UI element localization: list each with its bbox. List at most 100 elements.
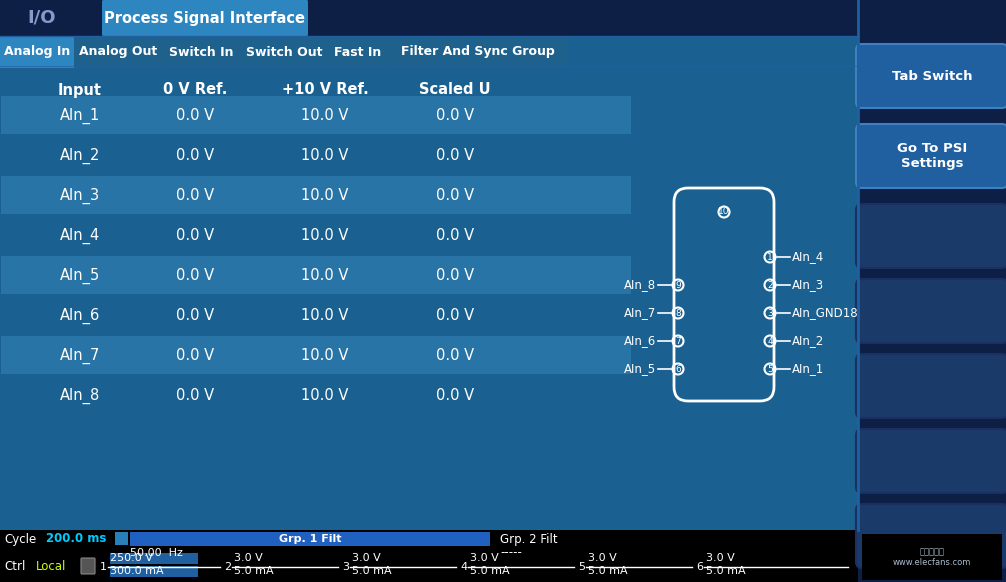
- Text: 0.0 V: 0.0 V: [436, 189, 474, 204]
- Text: 200.0 ms: 200.0 ms: [46, 533, 107, 545]
- Text: AIn_6: AIn_6: [624, 335, 656, 347]
- Text: AIn_2: AIn_2: [59, 148, 101, 164]
- Text: 0.0 V: 0.0 V: [436, 148, 474, 164]
- Text: Switch Out: Switch Out: [245, 45, 322, 59]
- Text: 0.0 V: 0.0 V: [436, 108, 474, 123]
- FancyBboxPatch shape: [102, 0, 308, 37]
- Text: Local: Local: [36, 560, 66, 573]
- Text: 10.0 V: 10.0 V: [302, 148, 349, 164]
- Text: 3: 3: [342, 562, 349, 572]
- Text: 10.0 V: 10.0 V: [302, 108, 349, 123]
- Text: 0.0 V: 0.0 V: [436, 349, 474, 364]
- Text: Analog Out: Analog Out: [79, 45, 158, 59]
- FancyBboxPatch shape: [110, 566, 198, 577]
- Text: 0.0 V: 0.0 V: [176, 229, 214, 243]
- FancyBboxPatch shape: [240, 36, 328, 68]
- Text: Switch In: Switch In: [169, 45, 233, 59]
- Text: 0.0 V: 0.0 V: [436, 389, 474, 403]
- Text: AIn_7: AIn_7: [624, 307, 656, 320]
- Text: AIn_3: AIn_3: [792, 279, 824, 292]
- Text: 10.0 V: 10.0 V: [302, 389, 349, 403]
- Text: AIn_8: AIn_8: [60, 388, 101, 404]
- FancyBboxPatch shape: [856, 279, 1006, 343]
- FancyBboxPatch shape: [856, 504, 1006, 568]
- Text: 0.0 V: 0.0 V: [436, 229, 474, 243]
- Text: Filter And Sync Group: Filter And Sync Group: [400, 45, 554, 59]
- Text: 5: 5: [768, 364, 773, 374]
- FancyBboxPatch shape: [1, 136, 631, 174]
- Text: 6: 6: [696, 562, 703, 572]
- Text: AIn_GND18: AIn_GND18: [792, 307, 859, 320]
- Text: 5.0 mA: 5.0 mA: [234, 566, 274, 576]
- Text: -----: -----: [500, 546, 522, 559]
- FancyBboxPatch shape: [0, 530, 1006, 582]
- Text: 0.0 V: 0.0 V: [176, 349, 214, 364]
- FancyBboxPatch shape: [856, 44, 1006, 108]
- FancyBboxPatch shape: [0, 0, 858, 530]
- Text: 0.0 V: 0.0 V: [176, 108, 214, 123]
- Text: AIn_4: AIn_4: [792, 250, 824, 264]
- FancyBboxPatch shape: [856, 354, 1006, 418]
- FancyBboxPatch shape: [388, 36, 567, 68]
- Text: Cycle: Cycle: [4, 533, 36, 545]
- FancyBboxPatch shape: [1, 78, 631, 104]
- Text: Tab Switch: Tab Switch: [891, 69, 972, 83]
- Text: 10.0 V: 10.0 V: [302, 268, 349, 283]
- FancyBboxPatch shape: [856, 429, 1006, 493]
- Text: Grp. 1 Filt: Grp. 1 Filt: [279, 534, 341, 544]
- Text: 4: 4: [768, 336, 773, 346]
- Text: 3.0 V: 3.0 V: [706, 553, 734, 563]
- Text: AIn_1: AIn_1: [60, 108, 101, 124]
- FancyBboxPatch shape: [1, 256, 631, 294]
- Text: 3: 3: [768, 308, 773, 318]
- FancyBboxPatch shape: [327, 36, 389, 68]
- Text: 3.0 V: 3.0 V: [470, 553, 499, 563]
- FancyBboxPatch shape: [74, 36, 163, 68]
- Text: AIn_8: AIn_8: [624, 279, 656, 292]
- Text: 0.0 V: 0.0 V: [436, 308, 474, 324]
- FancyBboxPatch shape: [130, 532, 490, 546]
- FancyBboxPatch shape: [1, 336, 631, 374]
- FancyBboxPatch shape: [115, 532, 128, 545]
- Text: 0 V Ref.: 0 V Ref.: [163, 83, 227, 98]
- FancyBboxPatch shape: [862, 534, 1002, 580]
- FancyBboxPatch shape: [856, 204, 1006, 268]
- Text: 0.0 V: 0.0 V: [176, 148, 214, 164]
- Text: 3.0 V: 3.0 V: [588, 553, 617, 563]
- Text: 9: 9: [675, 281, 681, 289]
- Text: AIn_5: AIn_5: [60, 268, 101, 284]
- Text: Grp. 2 Filt: Grp. 2 Filt: [500, 533, 557, 545]
- FancyBboxPatch shape: [856, 124, 1006, 188]
- FancyBboxPatch shape: [110, 553, 198, 564]
- FancyBboxPatch shape: [0, 36, 75, 68]
- Text: I/O: I/O: [28, 9, 56, 27]
- Text: 3.0 V: 3.0 V: [352, 553, 380, 563]
- Text: 10.0 V: 10.0 V: [302, 229, 349, 243]
- Text: 5.0 mA: 5.0 mA: [352, 566, 391, 576]
- Text: 8: 8: [675, 308, 681, 318]
- Text: Analog In: Analog In: [4, 45, 70, 59]
- Text: AIn_1: AIn_1: [792, 363, 824, 375]
- Text: 6: 6: [675, 364, 681, 374]
- FancyBboxPatch shape: [858, 0, 1006, 582]
- Text: AIn_3: AIn_3: [60, 188, 100, 204]
- Text: 1: 1: [100, 562, 107, 572]
- Text: 50.00  Hz: 50.00 Hz: [130, 548, 183, 558]
- Text: 0.0 V: 0.0 V: [176, 389, 214, 403]
- Text: AIn_6: AIn_6: [60, 308, 101, 324]
- FancyBboxPatch shape: [81, 558, 95, 574]
- Text: AIn_4: AIn_4: [60, 228, 101, 244]
- Text: Go To PSI
Settings: Go To PSI Settings: [897, 142, 967, 170]
- FancyBboxPatch shape: [1, 296, 631, 334]
- Text: 1: 1: [768, 253, 773, 261]
- Text: 10: 10: [718, 208, 729, 217]
- FancyBboxPatch shape: [1, 376, 631, 414]
- FancyBboxPatch shape: [1, 96, 631, 134]
- Text: 5: 5: [578, 562, 585, 572]
- Text: 0.0 V: 0.0 V: [176, 189, 214, 204]
- Text: 300.0 mA: 300.0 mA: [110, 566, 164, 576]
- Text: 5.0 mA: 5.0 mA: [706, 566, 745, 576]
- Text: 0.0 V: 0.0 V: [436, 268, 474, 283]
- Text: 250.0 V: 250.0 V: [110, 553, 153, 563]
- Text: +10 V Ref.: +10 V Ref.: [282, 83, 368, 98]
